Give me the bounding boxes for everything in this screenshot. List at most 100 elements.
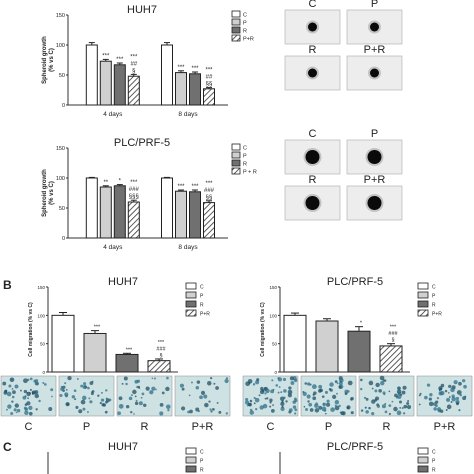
stained-cell <box>269 398 273 402</box>
stained-cell <box>446 404 452 410</box>
stained-cell <box>118 403 124 409</box>
stained-cell <box>308 402 313 407</box>
stained-cell <box>462 379 466 383</box>
legend-label: R <box>243 162 247 168</box>
chart-a1: HUH7 0 50 100 150 Spheroid growth (% vs C) *** *… <box>42 4 254 118</box>
spheroid <box>370 68 379 78</box>
stained-cell <box>128 396 133 401</box>
bar-p <box>315 320 339 373</box>
stained-cell <box>105 400 108 404</box>
bar-r <box>347 330 371 373</box>
significance-label: *** <box>177 65 185 71</box>
stained-cell <box>405 405 408 408</box>
stained-cell <box>428 397 432 401</box>
photo-label: P+R <box>364 44 386 56</box>
chart-title: HUH7 <box>108 276 138 288</box>
stained-cell <box>302 391 307 396</box>
stained-cell <box>445 408 448 412</box>
stained-cell <box>225 412 229 415</box>
significance-label: *** <box>191 66 199 72</box>
stained-cell <box>314 408 320 413</box>
stained-cell <box>360 409 364 412</box>
stained-cell <box>318 384 323 389</box>
y-tick-label: 150 <box>56 13 65 19</box>
significance-label: ### <box>204 188 215 194</box>
stained-cell <box>374 398 377 402</box>
y-tick-label: 50 <box>272 342 278 347</box>
stained-cell <box>305 408 309 411</box>
photo-label: C <box>309 0 317 10</box>
stained-cell <box>418 403 421 406</box>
stained-cell <box>458 381 462 386</box>
stained-cell <box>289 376 294 381</box>
stained-cell <box>97 394 100 397</box>
chart-a2: PLC/PRF-5 0 50 100 150 Spheroid growth (% vs C… <box>42 137 257 251</box>
chart-title: HUH7 <box>127 4 157 16</box>
stained-cell <box>125 382 128 386</box>
stained-cell <box>399 406 402 409</box>
stained-cell <box>254 397 260 403</box>
stained-cell <box>368 406 371 410</box>
stained-cell <box>133 413 135 415</box>
stained-cell <box>23 378 28 384</box>
stained-cell <box>16 408 21 413</box>
y-tick-label: 50 <box>40 342 46 347</box>
stained-cell <box>455 396 460 401</box>
stained-cell <box>282 396 286 400</box>
stained-cell <box>264 392 267 395</box>
migration-photo <box>58 375 115 417</box>
stained-cell <box>280 401 285 406</box>
stained-cell <box>285 400 288 403</box>
stained-cell <box>189 409 193 414</box>
stained-cell <box>218 410 222 414</box>
legend-swatch <box>231 167 241 175</box>
stained-cell <box>338 381 343 386</box>
stained-cell <box>105 389 108 392</box>
stained-cell <box>344 392 348 396</box>
stained-cell <box>165 386 170 392</box>
stained-cell <box>378 388 382 393</box>
stained-cell <box>34 381 39 386</box>
stained-cell <box>42 381 45 384</box>
stained-cell <box>294 399 298 403</box>
stained-cell <box>130 394 133 397</box>
stained-cell <box>4 389 8 393</box>
legend-label: R <box>243 29 247 35</box>
significance-label: * <box>119 179 122 185</box>
migration-strip-plc: C P R P+R <box>242 375 473 433</box>
stained-cell <box>439 387 442 391</box>
stained-cell <box>360 378 363 382</box>
bar-c <box>161 177 173 239</box>
stained-cell <box>247 402 252 407</box>
bar-c <box>161 44 173 106</box>
stained-cell <box>209 408 212 411</box>
stained-cell <box>402 385 407 390</box>
stained-cell <box>324 390 329 394</box>
stained-cell <box>397 386 401 390</box>
bar-p <box>99 186 112 239</box>
stained-cell <box>321 406 327 412</box>
stained-cell <box>28 405 33 411</box>
stained-cell <box>364 406 367 409</box>
y-axis-label: Spheroid growth <box>42 36 48 84</box>
stained-cell <box>76 378 79 380</box>
legend-swatch <box>231 26 241 34</box>
stained-cell <box>328 388 332 391</box>
significance-label: *** <box>390 325 397 331</box>
stained-cell <box>363 396 367 399</box>
stained-cell <box>336 382 339 385</box>
stained-cell <box>374 389 378 393</box>
stained-cell <box>29 377 33 381</box>
photo-label: C <box>309 128 317 140</box>
stained-cell <box>435 400 439 404</box>
stained-cell <box>396 410 402 416</box>
legend-label: P <box>200 294 204 300</box>
stained-cell <box>145 386 150 391</box>
legend-swatch <box>185 282 197 290</box>
stained-cell <box>91 390 95 393</box>
legend-swatch <box>417 456 429 464</box>
stained-cell <box>6 408 8 411</box>
stained-cell <box>303 405 306 408</box>
stained-cell <box>80 384 84 388</box>
stained-cell <box>281 405 284 408</box>
